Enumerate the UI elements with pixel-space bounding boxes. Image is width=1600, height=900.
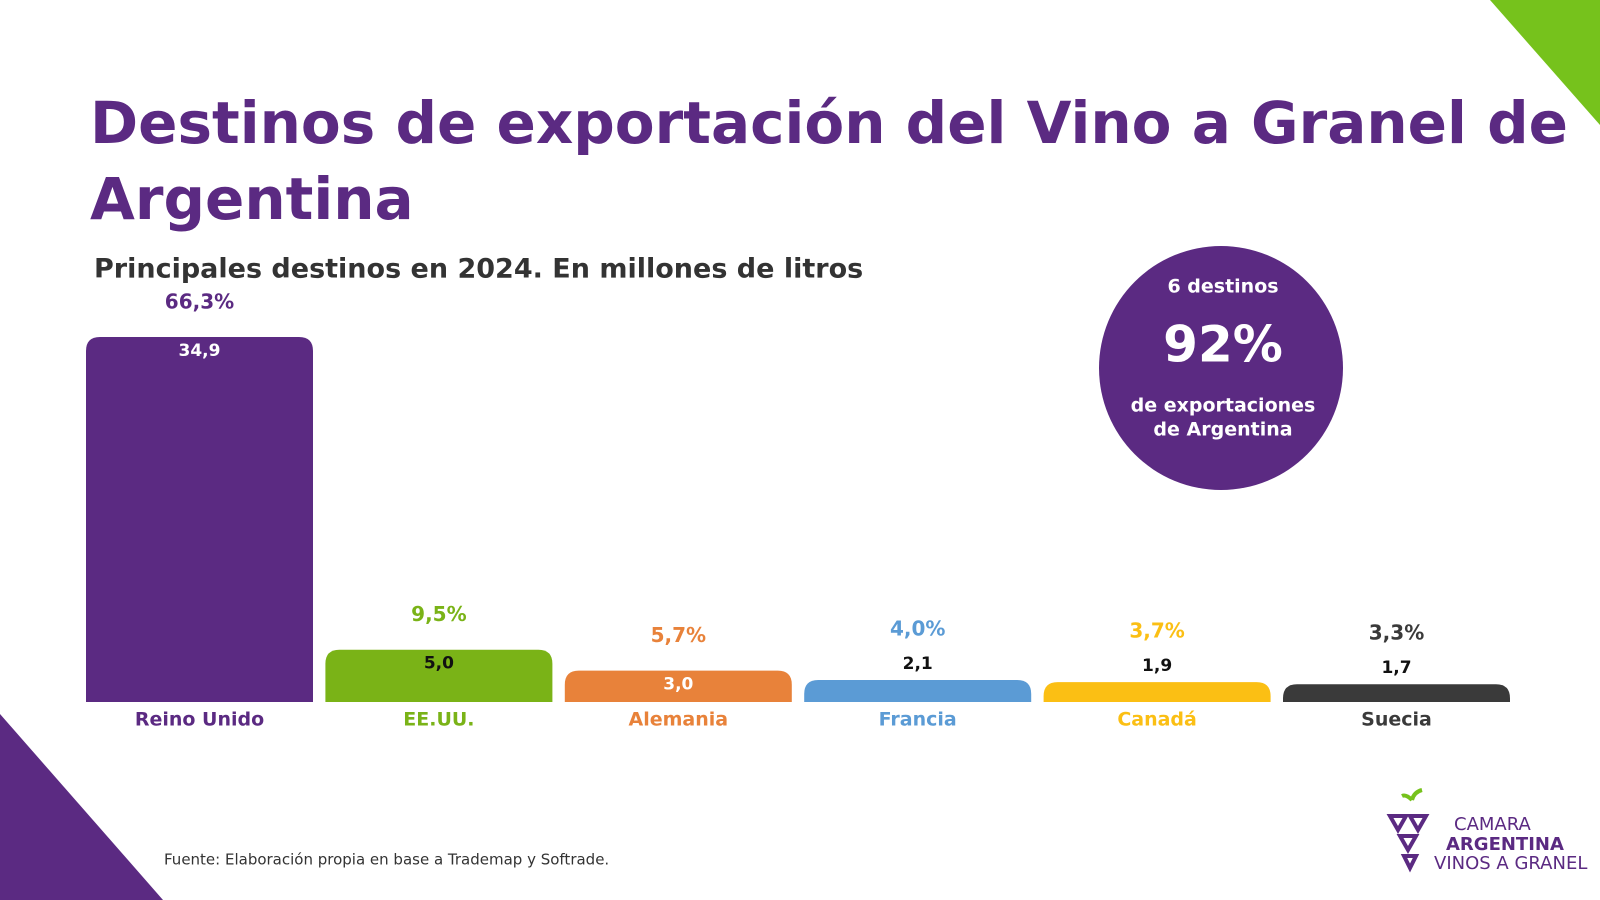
callout-text: 6 destinos xyxy=(1167,276,1278,298)
share-label: 5,7% xyxy=(651,623,706,647)
bar xyxy=(325,649,553,702)
logo-icon xyxy=(1406,814,1430,835)
x-tick-label: Alemania xyxy=(629,709,729,731)
logo-icon xyxy=(1396,834,1420,855)
bar xyxy=(86,337,313,702)
logo-icon xyxy=(1386,814,1410,835)
source-note: Fuente: Elaboración propia en base a Tra… xyxy=(164,851,609,869)
chart-title: Destinos de exportación del Vino a Grane… xyxy=(90,89,1568,233)
callout-text: de exportaciones xyxy=(1131,395,1316,417)
value-label: 1,9 xyxy=(1142,656,1172,676)
value-label: 3,0 xyxy=(663,675,693,695)
value-label: 2,1 xyxy=(903,654,933,674)
logo-text: VINOS A GRANEL xyxy=(1434,853,1587,874)
share-label: 4,0% xyxy=(890,617,945,641)
x-tick-label: Canadá xyxy=(1117,709,1197,731)
callout-text: de Argentina xyxy=(1153,419,1292,441)
logo-icon xyxy=(1400,854,1420,873)
logo: CAMARA ARGENTINA VINOS A GRANEL xyxy=(1386,788,1587,874)
bar xyxy=(804,680,1032,702)
bar xyxy=(564,670,792,702)
logo-text: CAMARA xyxy=(1454,814,1532,835)
share-label: 9,5% xyxy=(411,602,466,626)
share-label: 66,3% xyxy=(165,290,234,314)
value-label: 5,0 xyxy=(424,654,454,674)
x-tick-label: Francia xyxy=(879,709,957,731)
callout-big: 92% xyxy=(1163,316,1283,374)
x-tick-label: Suecia xyxy=(1361,709,1432,731)
x-tick-label: EE.UU. xyxy=(403,709,474,731)
x-tick-label: Reino Unido xyxy=(135,709,264,731)
bar xyxy=(1283,684,1510,702)
bar xyxy=(1043,682,1271,702)
corner-decoration xyxy=(0,714,163,900)
share-label: 3,7% xyxy=(1129,619,1184,643)
value-label: 34,9 xyxy=(179,341,221,361)
value-label: 1,7 xyxy=(1381,658,1411,678)
logo-icon xyxy=(1401,788,1423,802)
callout-circle xyxy=(1099,246,1343,490)
corner-decoration xyxy=(1490,0,1600,125)
chart-subtitle: Principales destinos en 2024. En millone… xyxy=(94,254,863,285)
share-label: 3,3% xyxy=(1369,621,1424,645)
logo-text: ARGENTINA xyxy=(1446,834,1564,855)
